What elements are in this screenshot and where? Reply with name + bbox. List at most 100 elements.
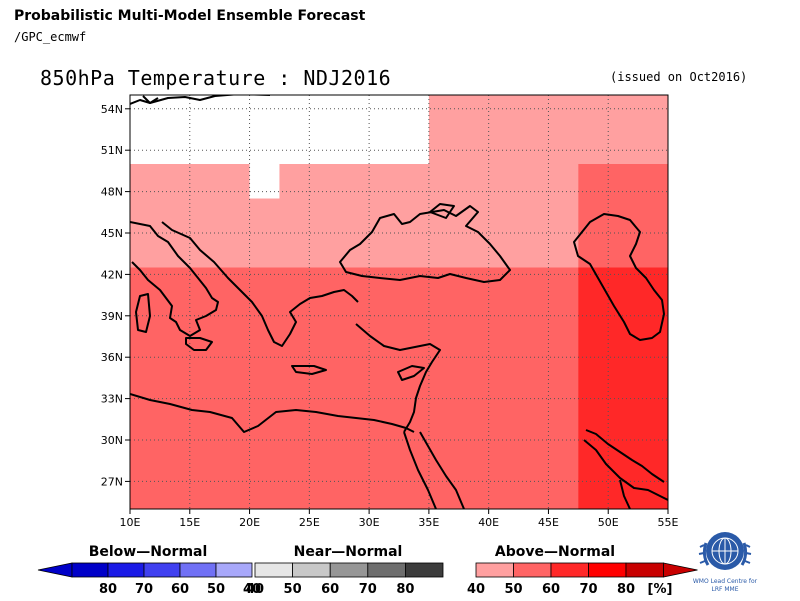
grid-cell [219, 440, 251, 476]
grid-cell [369, 267, 400, 303]
grid-cell [249, 164, 281, 200]
lon-tick-label: 50E [598, 516, 619, 529]
grid-cell [488, 302, 520, 338]
grid-cell [369, 371, 400, 407]
grid-cell [698, 233, 728, 268]
red-sea-coast [403, 431, 465, 509]
grid-cell [608, 95, 639, 131]
grid-cell [578, 129, 609, 165]
lon-tick-label: 10E [120, 516, 141, 529]
grid-cell [309, 129, 340, 165]
lon-tick-label: 55E [658, 516, 679, 529]
grid-cell [309, 405, 340, 441]
grid-cell [488, 164, 520, 200]
grid-cell [159, 405, 191, 441]
grid-cell [578, 164, 609, 200]
colorbar-segment [215, 562, 253, 578]
grid-cell [638, 164, 668, 200]
grid-cell [518, 95, 550, 131]
grid-cell [219, 336, 251, 372]
baltic-inlet [142, 95, 159, 104]
grid-cell [578, 405, 609, 441]
grid-cell [458, 405, 490, 441]
colorbar-segment [329, 562, 369, 578]
grid-cell [279, 233, 310, 269]
grid-cell [698, 337, 728, 372]
grid-cell [668, 302, 698, 337]
grid-cell [219, 129, 251, 165]
grid-cell [428, 95, 460, 131]
grid-cell [758, 95, 788, 130]
grid-cell [279, 267, 310, 303]
grid-cell [339, 440, 370, 476]
grid-cell [758, 475, 788, 510]
lat-tick-label: 51N [101, 144, 123, 157]
grid-cell [548, 405, 579, 441]
grid-cell [428, 233, 460, 269]
grid-cell [309, 440, 340, 476]
issued-date: (issued on Oct2016) [610, 70, 748, 84]
grid-cell [578, 233, 609, 269]
grid-cell [249, 267, 281, 303]
grid-cell [219, 164, 251, 200]
lon-tick-label: 25E [299, 516, 320, 529]
grid-cell [548, 371, 579, 407]
grid-cell [130, 198, 161, 234]
grid-cell [758, 268, 788, 303]
grid-cell [189, 164, 221, 200]
grid-cell [130, 164, 161, 200]
lat-tick-label: 42N [101, 268, 123, 281]
grid-cell [698, 199, 728, 234]
axis-ticks [125, 108, 669, 514]
grid-cell [339, 371, 370, 407]
grid-cell [189, 336, 221, 372]
colorbar-above-normal: Above—Normal 40 50 60 70 80 [%] [467, 544, 698, 597]
grid-cell [130, 129, 161, 165]
grid-cell [698, 164, 728, 199]
grid-cell [309, 164, 340, 200]
grid-cell [788, 440, 800, 475]
colorbar-tick-label: 60 [171, 582, 189, 597]
grid-cell [518, 129, 550, 165]
colorbar-tick-label: 80 [99, 582, 117, 597]
grid-cell [698, 440, 728, 475]
grid-cell [219, 198, 251, 234]
grid-cell [668, 475, 698, 510]
grid-cell [788, 406, 800, 441]
grid-cell [189, 302, 221, 338]
crete [291, 365, 327, 375]
grid-cell [548, 198, 579, 234]
grid-cell [458, 440, 490, 476]
grid-cell [518, 336, 550, 372]
grid-cell [788, 164, 800, 199]
colorbar-arrow [663, 562, 698, 578]
grid-cell [309, 371, 340, 407]
colorbar-tick-label: 70 [579, 582, 597, 597]
grid-cell [518, 302, 550, 338]
grid-cell [369, 336, 400, 372]
grid-cell [548, 95, 579, 131]
colorbar-below-normal: Below—Normal 80 70 60 50 40 [37, 544, 261, 597]
grid-cell [518, 198, 550, 234]
grid-cell [488, 267, 520, 303]
grid-cell [219, 405, 251, 441]
grid-cell [608, 129, 639, 165]
grid-cell [758, 199, 788, 234]
lat-tick-label: 33N [101, 393, 123, 406]
grid-cell [608, 267, 639, 303]
map-frame [129, 94, 669, 510]
grid-cell [159, 95, 191, 131]
near-normal-title: Near—Normal [294, 544, 403, 560]
grid-cell [668, 130, 698, 165]
italy-balkans-coast [130, 221, 359, 347]
grid-cell [518, 164, 550, 200]
grid-cell [249, 302, 281, 338]
grid-cell [728, 337, 758, 372]
logo-line1: WMO Lead Centre for [693, 578, 758, 585]
grid-cell [369, 129, 400, 165]
colorbar-tick-label: 80 [617, 582, 635, 597]
grid-cell [788, 199, 800, 234]
grid-cell [728, 440, 758, 475]
grid-cell [698, 268, 728, 303]
grid-cell [698, 406, 728, 441]
